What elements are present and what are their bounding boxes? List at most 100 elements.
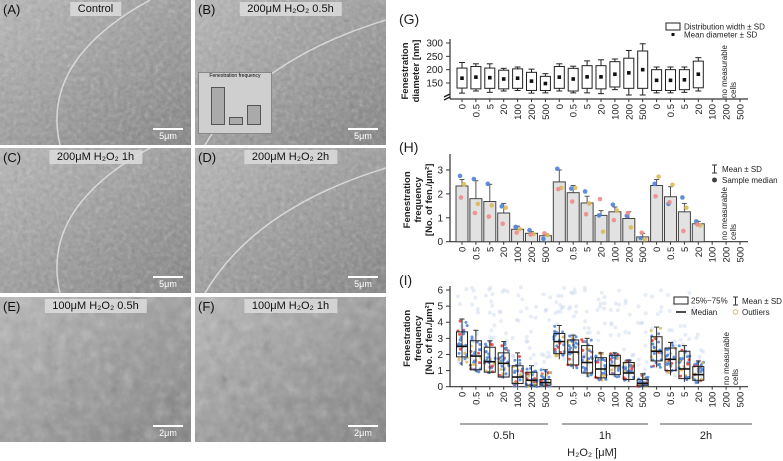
scatter-point <box>568 334 572 338</box>
x-tick-label: 5 <box>485 392 496 397</box>
scatter-point <box>610 360 614 364</box>
x-tick-label: 0 <box>555 392 566 397</box>
scatter-point <box>458 347 462 351</box>
outlier-point <box>617 288 622 293</box>
scatter-point <box>574 335 578 339</box>
outlier-point <box>547 318 552 323</box>
outlier-point <box>643 343 648 348</box>
outlier-point <box>658 288 663 293</box>
sample-median-point <box>458 195 464 200</box>
scatter-point <box>575 366 579 370</box>
scatter-point <box>553 329 557 333</box>
scatter-point <box>603 364 607 368</box>
outlier-point <box>543 308 548 313</box>
x-tick-label: 200 <box>624 247 635 263</box>
panel-label-g: (G) <box>399 11 419 27</box>
scatter-point <box>465 324 469 328</box>
y-tick-label: 0 <box>437 382 443 393</box>
legend-label: Median <box>691 308 717 317</box>
iqr-box <box>456 331 468 358</box>
scatter-point <box>686 355 690 359</box>
outlier-point <box>687 337 692 342</box>
axis-break-icon <box>443 93 451 101</box>
scatter-point <box>539 368 543 372</box>
outlier-point <box>691 310 696 315</box>
x-tick-label: 100 <box>610 392 621 408</box>
x-tick-label: 200 <box>722 392 733 408</box>
iqr-box <box>581 345 594 374</box>
outlier-point <box>519 285 524 290</box>
panel-label: (E) <box>3 299 21 314</box>
outlier-point <box>672 339 677 344</box>
mean-marker <box>599 75 603 79</box>
x-tick-label: 0.5 <box>666 392 677 405</box>
scatter-point <box>546 371 550 375</box>
y-axis-title-line: [No. of fen./µm²] <box>424 164 435 237</box>
scatter-point <box>463 351 467 355</box>
x-tick-label: 500 <box>638 104 649 120</box>
outlier-point <box>587 330 592 335</box>
outlier-point <box>695 332 700 337</box>
sample-median-point <box>642 237 647 242</box>
outlier-point <box>699 348 704 353</box>
outlier-point <box>510 336 515 341</box>
outlier-point <box>558 309 563 314</box>
outlier-point <box>457 302 462 307</box>
scatter-point <box>561 330 565 334</box>
outlier-point <box>613 325 618 330</box>
outlier-point <box>558 302 563 307</box>
scatter-point <box>589 338 593 342</box>
outlier-point <box>624 374 629 379</box>
iqr-box <box>622 362 635 380</box>
micrograph-texture <box>0 0 191 145</box>
x-tick-label: 0 <box>652 392 663 397</box>
outlier-point <box>489 328 494 333</box>
x-tick-label: 0 <box>652 247 663 252</box>
scatter-point <box>463 357 467 361</box>
outlier-point <box>542 359 547 364</box>
outlier-point <box>541 292 546 297</box>
outlier-point <box>636 320 641 325</box>
outlier-point <box>460 325 465 330</box>
sample-median-point <box>475 201 481 207</box>
x-tick-label: 200 <box>722 247 733 263</box>
outlier-point <box>582 285 587 290</box>
micrograph-c: (C) 200μM H₂O₂ 1h 5μm <box>0 148 191 293</box>
x-tick-label: 100 <box>513 104 524 120</box>
sample-median-point <box>499 204 505 209</box>
panel-label: (C) <box>3 150 22 165</box>
outlier-point <box>636 304 641 309</box>
scatter-point <box>504 372 508 376</box>
mean-marker <box>488 75 492 80</box>
outlier-point <box>525 339 530 344</box>
scatter-point <box>666 361 670 365</box>
scatter-point <box>581 348 585 352</box>
sample-median-point <box>457 173 463 179</box>
outlier-point <box>582 325 587 330</box>
sample-median-point <box>461 182 467 187</box>
scatter-point <box>601 358 605 362</box>
scatter-point <box>651 342 655 346</box>
scatter-point <box>513 358 517 362</box>
scatter-point <box>520 369 524 373</box>
outlier-point <box>667 328 672 333</box>
mean-marker <box>640 67 645 72</box>
scatter-point <box>617 366 621 370</box>
scatter-point <box>518 378 522 382</box>
x-tick-label: 5 <box>485 247 496 252</box>
y-axis-title-line: frequency <box>413 176 424 222</box>
x-tick-label: 20 <box>597 392 608 403</box>
outlier-point <box>561 305 566 310</box>
scatter-point <box>649 365 653 369</box>
x-tick-label: 500 <box>736 392 747 408</box>
outlier-point <box>595 307 600 312</box>
outlier-point <box>470 302 475 307</box>
outlier-point <box>571 314 576 319</box>
outlier-point <box>627 312 632 317</box>
scatter-point <box>629 369 633 373</box>
outlier-point <box>498 310 503 315</box>
scatter-point <box>665 348 669 352</box>
outlier-point <box>484 293 489 298</box>
outlier-point <box>694 335 699 340</box>
